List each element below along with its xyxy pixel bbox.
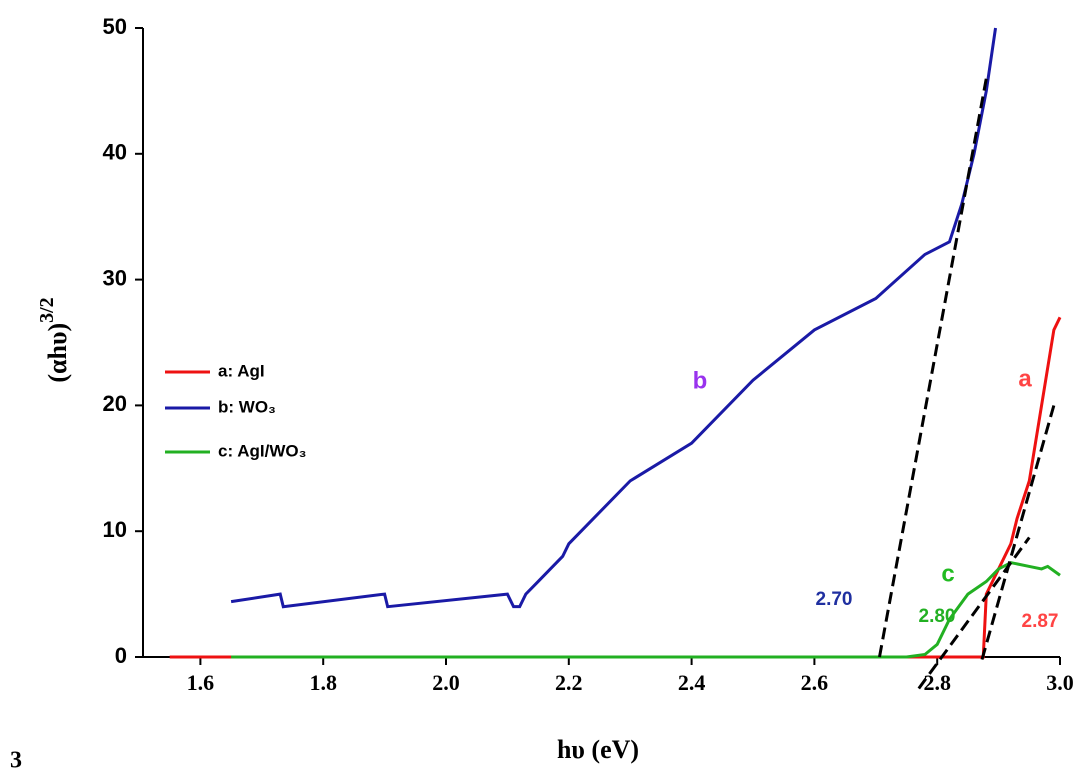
legend-label: b: WO₃	[218, 397, 276, 416]
y-tick-label: 10	[103, 517, 127, 542]
data-line	[230, 27, 998, 609]
page-fragment: 3	[10, 748, 22, 774]
tangent-line	[917, 536, 1031, 690]
y-axis-label-main: (αhυ)	[43, 323, 72, 383]
legend-label: c: AgI/WO₃	[218, 441, 306, 460]
annotation: 2.70	[816, 589, 853, 610]
y-tick-label: 30	[103, 265, 127, 290]
y-axis-label-sup: 3/2	[36, 297, 58, 323]
annotation: b	[693, 367, 708, 394]
x-tick-label: 2.8	[923, 670, 951, 695]
x-tick-label: 3.0	[1046, 670, 1074, 695]
data-line	[231, 561, 1061, 659]
x-tick-label: 1.6	[187, 670, 215, 695]
x-tick-label: 2.4	[678, 670, 706, 695]
annotation: a	[1018, 365, 1032, 392]
y-axis-label: (αhυ)3/2	[36, 297, 72, 382]
y-tick-label: 50	[103, 14, 127, 39]
annotation: c	[941, 560, 954, 587]
tangent-line	[980, 404, 1056, 660]
x-tick-label: 1.8	[309, 670, 337, 695]
tangent-line	[878, 78, 988, 658]
x-tick-label: 2.0	[432, 670, 460, 695]
legend-label: a: AgI	[218, 361, 265, 380]
x-axis-label: hυ (eV)	[557, 735, 639, 764]
annotation: 2.87	[1022, 611, 1059, 632]
x-tick-label: 2.2	[555, 670, 583, 695]
y-tick-label: 20	[103, 391, 127, 416]
y-tick-label: 0	[115, 643, 127, 668]
annotation: 2.80	[919, 606, 956, 627]
x-tick-label: 2.6	[801, 670, 829, 695]
y-tick-label: 40	[103, 140, 127, 165]
